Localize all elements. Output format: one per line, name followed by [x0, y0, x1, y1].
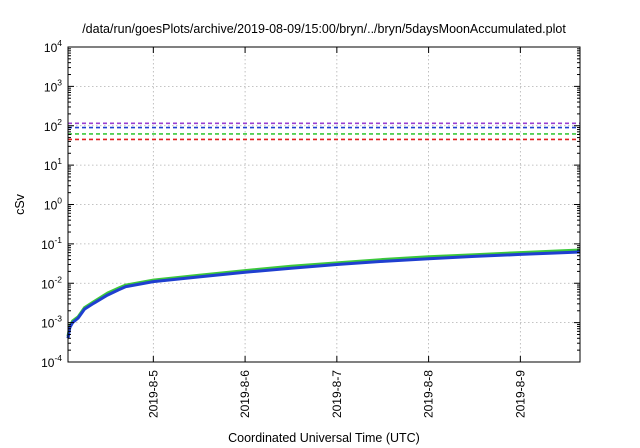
y-tick-label: 10-3: [41, 314, 62, 331]
y-tick-label: 102: [44, 117, 62, 134]
series-group: [66, 248, 581, 339]
y-tick-label: 10-2: [41, 274, 62, 291]
x-axis-label: Coordinated Universal Time (UTC): [228, 431, 420, 445]
y-axis: 10-4 10-3 10-2 10-1 100 101 102 103 104: [41, 38, 580, 370]
x-tick-label: 2019-8-5: [146, 370, 160, 418]
reference-lines: [68, 122, 580, 141]
y-tick-label: 104: [44, 38, 62, 55]
y-tick-label: 100: [44, 196, 62, 213]
y-tick-label: 10-1: [41, 235, 62, 252]
series-line: [66, 250, 581, 339]
x-tick-label: 2019-8-9: [513, 370, 527, 418]
grid: [68, 47, 580, 362]
y-tick-label: 103: [44, 77, 62, 94]
x-tick-label: 2019-8-7: [330, 370, 344, 418]
x-tick-label: 2019-8-6: [238, 370, 252, 418]
x-tick-label: 2019-8-8: [422, 370, 436, 418]
chart-title: /data/run/goesPlots/archive/2019-08-09/1…: [82, 22, 566, 36]
series-line: [66, 248, 581, 337]
y-tick-label: 101: [44, 156, 62, 173]
x-axis: 2019-8-5 2019-8-6 2019-8-7 2019-8-8 2019-8-9: [146, 47, 527, 418]
y-axis-label: cSv: [13, 193, 27, 215]
y-tick-label: 10-4: [41, 353, 62, 370]
